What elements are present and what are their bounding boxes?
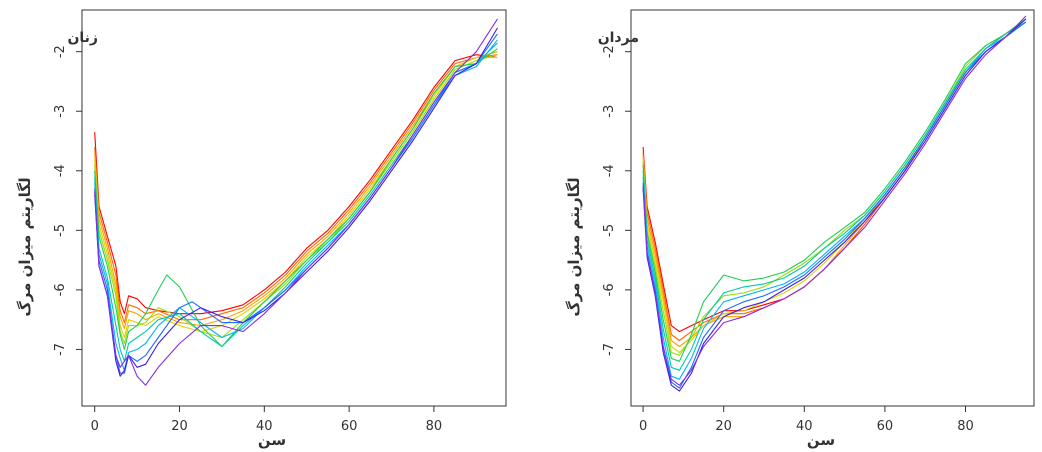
x-axis-label: سن (807, 431, 835, 449)
x-tick-label: 60 (877, 419, 894, 434)
series-line-10 (642, 18, 1027, 392)
panel-title: مردان (598, 30, 639, 46)
x-tick-label: 20 (171, 419, 188, 434)
y-axis-label: لگاریتم میزان مرگ (565, 177, 583, 316)
series-line-10 (94, 27, 498, 377)
y-tick-label: -3 (53, 105, 68, 118)
y-tick-label: -2 (53, 45, 68, 58)
series-line-7 (642, 21, 1027, 371)
series-line-3 (94, 51, 498, 330)
x-tick-label: 0 (91, 419, 99, 434)
series-line-6 (94, 48, 498, 350)
y-axis-label: لگاریتم میزان مرگ (16, 177, 34, 316)
plot-frame (630, 9, 1035, 407)
series-line-2 (94, 54, 498, 324)
series-line-1 (94, 54, 498, 315)
series-line-9 (642, 21, 1027, 389)
y-tick-label: -2 (602, 45, 617, 58)
y-tick-label: -3 (602, 105, 617, 118)
y-tick-label: -4 (53, 164, 68, 177)
series-line-11 (642, 15, 1027, 386)
plot-frame (81, 9, 507, 407)
y-tick-label: -7 (602, 343, 617, 356)
y-tick-label: -6 (53, 283, 68, 296)
x-tick-label: 60 (341, 419, 358, 434)
y-tick-label: -6 (602, 283, 617, 296)
series-line-9 (94, 33, 498, 374)
x-tick-label: 40 (796, 419, 813, 434)
chart-panel-men: مردان لگاریتم میزان مرگ سن 0 20 40 60 80 -7 -6… (565, 9, 1035, 449)
y-tick-label: -7 (53, 343, 68, 356)
x-tick-label: 20 (715, 419, 732, 434)
x-tick-label: 80 (957, 419, 974, 434)
y-tick-label: -4 (602, 164, 617, 177)
y-tick-label: -5 (53, 224, 68, 237)
panel-title: زنان (67, 30, 98, 46)
x-tick-label: 0 (639, 419, 647, 434)
series-line-3 (642, 18, 1027, 348)
series-line-11 (94, 18, 498, 386)
y-tick-label: -5 (602, 224, 617, 237)
x-axis-label: سن (258, 431, 286, 449)
x-tick-label: 80 (426, 419, 443, 434)
series-line-7 (94, 42, 498, 362)
series-line-6 (642, 18, 1027, 362)
chart-panel-women: زنان لگاریتم میزان مرگ سن 0 20 40 60 80 -7 -6 -… (16, 9, 507, 449)
x-tick-label: 40 (256, 419, 273, 434)
